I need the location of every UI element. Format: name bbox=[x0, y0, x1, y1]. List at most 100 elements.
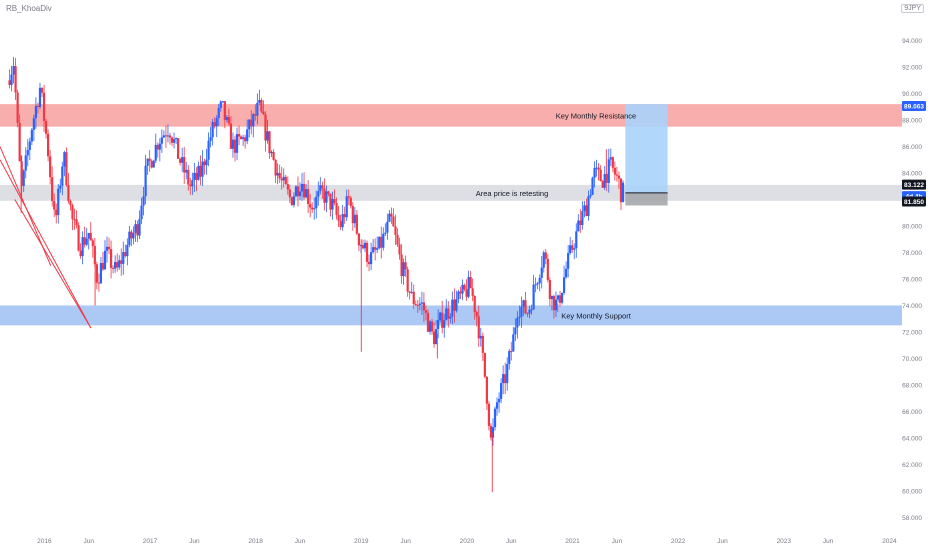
candle-body bbox=[369, 252, 373, 265]
candle-body bbox=[329, 193, 332, 210]
candle-body bbox=[412, 291, 415, 305]
candle-body bbox=[109, 249, 113, 268]
candle-body bbox=[152, 160, 155, 168]
candle-body bbox=[546, 258, 549, 280]
position-target-box bbox=[625, 104, 668, 193]
candle-body bbox=[65, 152, 68, 186]
candle-body bbox=[445, 308, 448, 321]
candle-body bbox=[174, 138, 178, 140]
candle-body bbox=[150, 160, 153, 168]
time-axis[interactable]: 2016 Jun 2017 Jun 2018 Jun 2019 Jun 2020 Jun 2021 J… bbox=[37, 538, 897, 545]
price-tick-label: 74.000 bbox=[902, 303, 922, 310]
resistance-zone-label: Key Monthly Resistance bbox=[556, 111, 636, 120]
target-price-label: 89.063 bbox=[904, 103, 924, 110]
candle-body bbox=[124, 252, 127, 257]
time-tick-label: 2021 bbox=[565, 538, 580, 545]
price-tick-label: 86.000 bbox=[902, 144, 922, 151]
candle-body bbox=[30, 129, 33, 142]
price-tick-label: 62.000 bbox=[902, 462, 922, 469]
candle-body bbox=[118, 260, 121, 268]
position-tool[interactable] bbox=[625, 104, 668, 206]
candle-body bbox=[410, 291, 413, 293]
price-tick-label: 60.000 bbox=[902, 488, 922, 495]
candle-body bbox=[252, 114, 255, 127]
candle-body bbox=[459, 291, 462, 294]
candle-body bbox=[455, 299, 458, 311]
current-price-label: 83.122 bbox=[904, 182, 924, 189]
candle-body bbox=[337, 214, 340, 221]
candle-body bbox=[250, 119, 253, 127]
price-tick-label: 70.000 bbox=[902, 356, 922, 363]
stop-price-label-bg bbox=[902, 196, 926, 207]
candle-body bbox=[374, 247, 377, 250]
time-tick-label: Jun bbox=[717, 538, 728, 545]
candle-body bbox=[317, 191, 320, 197]
candle-body bbox=[538, 277, 541, 284]
candle-body bbox=[114, 262, 117, 269]
candle-body bbox=[49, 156, 52, 178]
candle-body bbox=[542, 252, 545, 268]
time-tick-label: 2022 bbox=[671, 538, 686, 545]
candle-body bbox=[481, 335, 484, 353]
candle-body bbox=[215, 117, 218, 127]
candle-body bbox=[491, 427, 495, 438]
candle-body bbox=[384, 232, 387, 234]
candle-body bbox=[512, 334, 515, 352]
candle-body bbox=[307, 189, 310, 205]
candle-body bbox=[355, 214, 358, 234]
candle-body bbox=[315, 196, 318, 209]
candle-body bbox=[556, 295, 560, 300]
candle-body bbox=[349, 197, 352, 206]
stop-price-label: 81.850 bbox=[904, 199, 924, 206]
retest-zone bbox=[0, 184, 902, 201]
time-tick-label: Jun bbox=[83, 538, 94, 545]
candle-body bbox=[609, 157, 612, 160]
candle-body bbox=[128, 231, 131, 245]
candle-body bbox=[272, 151, 275, 160]
candle-body bbox=[51, 177, 54, 202]
candle-body bbox=[345, 196, 348, 218]
currency-label[interactable]: 9JPY bbox=[901, 4, 924, 13]
candle-body bbox=[520, 306, 523, 317]
candle-body bbox=[615, 174, 619, 176]
candle-body bbox=[28, 141, 31, 150]
candle-body bbox=[170, 137, 174, 143]
candle-body bbox=[469, 277, 472, 289]
candle-body bbox=[162, 135, 165, 138]
candle-body bbox=[254, 114, 257, 116]
candle-body bbox=[479, 335, 482, 339]
candle-body bbox=[300, 183, 304, 192]
candle-body bbox=[495, 402, 499, 409]
candle-body bbox=[77, 225, 80, 251]
time-tick-label: Jun bbox=[295, 538, 306, 545]
candle-body bbox=[382, 233, 385, 248]
retest-zone-label: Area price is retesting bbox=[476, 189, 549, 198]
candle-body bbox=[319, 185, 322, 192]
candle-body bbox=[63, 152, 66, 167]
candle-body bbox=[544, 252, 547, 259]
candle-body bbox=[577, 220, 580, 232]
candle-body bbox=[36, 105, 40, 107]
candle-body bbox=[144, 165, 147, 197]
candle-body bbox=[211, 122, 214, 138]
candle-body bbox=[292, 196, 296, 206]
candle-body bbox=[138, 219, 141, 236]
candle-body bbox=[83, 237, 86, 245]
price-tick-label: 58.000 bbox=[902, 515, 922, 522]
candle-body bbox=[386, 221, 389, 233]
candle-body bbox=[451, 299, 454, 317]
candle-body bbox=[567, 253, 570, 269]
time-tick-label: Jun bbox=[189, 538, 200, 545]
candle-body bbox=[465, 289, 468, 297]
candle-body bbox=[540, 267, 543, 278]
candle-body bbox=[562, 277, 566, 293]
candle-body bbox=[199, 165, 202, 177]
candle-body bbox=[209, 137, 212, 141]
candle-body bbox=[18, 122, 21, 162]
candle-body bbox=[73, 219, 76, 221]
candle-body bbox=[595, 167, 598, 169]
time-tick-label: 2023 bbox=[777, 538, 792, 545]
candle-body bbox=[32, 118, 35, 130]
